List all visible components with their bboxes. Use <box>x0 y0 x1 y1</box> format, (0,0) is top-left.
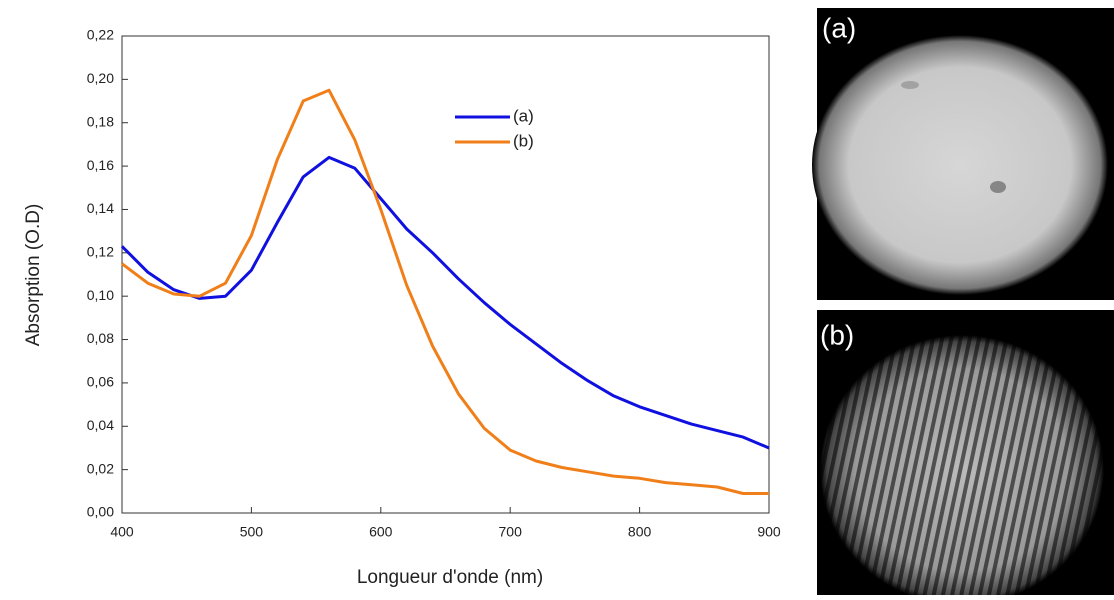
panel-label: (a) <box>822 12 856 43</box>
y-tick-label: 0,18 <box>87 113 114 129</box>
x-tick-label: 500 <box>240 524 264 540</box>
x-tick-label: 800 <box>628 524 652 540</box>
series-line <box>120 155 770 450</box>
y-tick-label: 0,12 <box>87 244 114 260</box>
series-line <box>121 88 769 495</box>
panel-label: (b) <box>820 319 854 350</box>
x-tick-label: 700 <box>499 524 523 540</box>
y-tick-label: 0,22 <box>87 27 114 43</box>
y-tick-label: 0,02 <box>87 460 114 476</box>
y-tick-label: 0,20 <box>87 70 114 86</box>
x-tick-label: 400 <box>110 524 134 540</box>
panel-b: (b) <box>817 310 1114 600</box>
x-tick-label: 600 <box>369 524 393 540</box>
panel-a: (a) <box>812 8 1114 300</box>
plot-frame <box>121 35 770 514</box>
y-tick-label: 0,14 <box>87 200 114 216</box>
legend-label: (a) <box>513 106 534 125</box>
y-tick-label: 0,04 <box>87 417 114 433</box>
y-tick-label: 0,00 <box>87 504 114 520</box>
legend-label: (b) <box>513 131 534 150</box>
y-tick-label: 0,06 <box>87 374 114 390</box>
y-tick-label: 0,08 <box>87 330 114 346</box>
x-axis-label: Longueur d'onde (nm) <box>357 567 543 588</box>
y-tick-label: 0,10 <box>87 287 114 303</box>
y-tick-label: 0,16 <box>87 157 114 173</box>
y-axis-label: Absorption (O.D) <box>23 204 44 347</box>
x-tick-label: 900 <box>757 524 781 540</box>
